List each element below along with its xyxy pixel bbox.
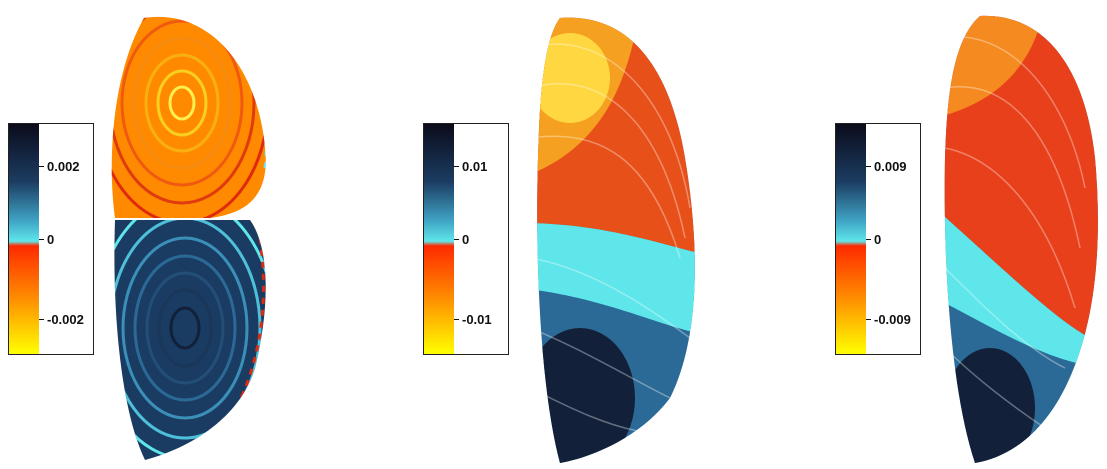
colorbar-tick-top-2: 0.01	[454, 159, 487, 174]
colorbar-gradient-1	[9, 124, 39, 354]
panel-3: 0.009 0 -0.009	[740, 0, 1107, 469]
colorbar-tick-zero-1: 0	[39, 232, 54, 247]
colorbar-tick-zero-3: 0	[866, 232, 881, 247]
streamline-plot-3	[944, 15, 1098, 464]
colorbar-3: 0.009 0 -0.009	[835, 123, 921, 355]
colorbar-tick-top-1: 0.002	[39, 159, 80, 174]
colorbar-tick-top-3: 0.009	[866, 159, 907, 174]
colorbar-tick-bottom-3: -0.009	[866, 312, 911, 327]
streamline-plot-2	[537, 17, 695, 463]
colorbar-tick-bottom-2: -0.01	[454, 312, 492, 327]
panel-2: 0.01 0 -0.01	[360, 0, 740, 469]
colorbar-2: 0.01 0 -0.01	[423, 123, 509, 355]
panel-1: 0.002 0 -0.002	[0, 0, 360, 469]
colorbar-tick-zero-2: 0	[454, 232, 469, 247]
colorbar-1: 0.002 0 -0.002	[8, 123, 94, 355]
colorbar-tick-bottom-1: -0.002	[39, 312, 84, 327]
colorbar-gradient-3	[836, 124, 866, 354]
colorbar-gradient-2	[424, 124, 454, 354]
streamline-plot-1	[111, 16, 266, 460]
